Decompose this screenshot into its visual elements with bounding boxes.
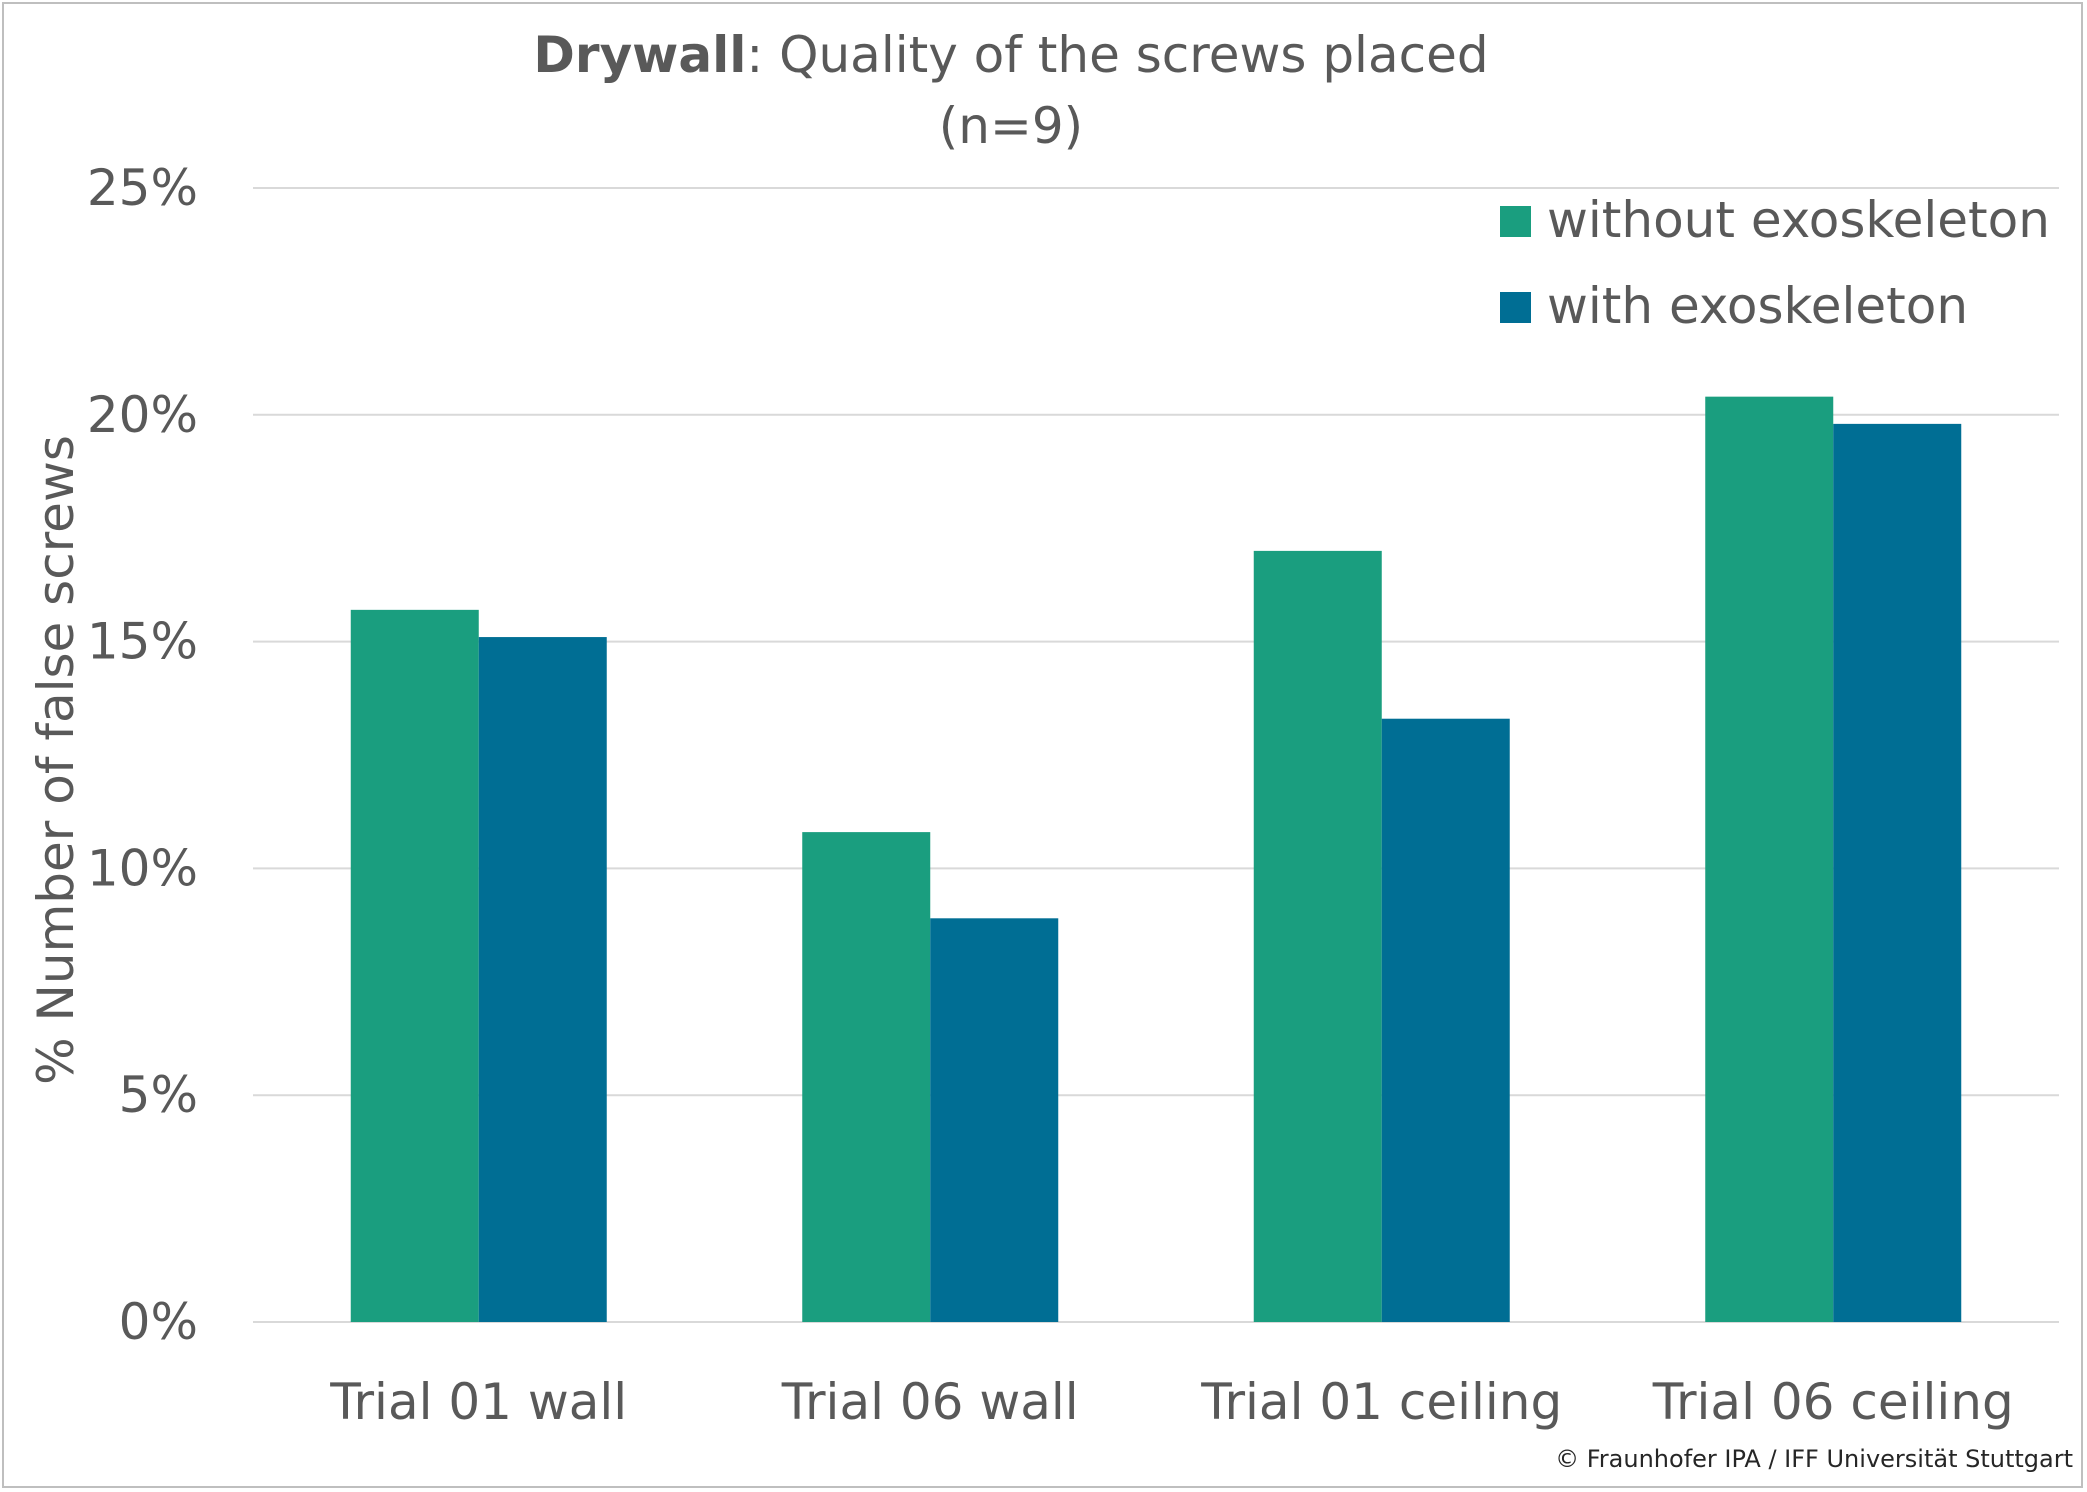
y-axis-label: % Number of false screws bbox=[27, 435, 85, 1085]
bar bbox=[802, 832, 931, 1322]
bar bbox=[350, 609, 479, 1322]
chart-subtitle: (n=9) bbox=[939, 97, 1083, 155]
bars bbox=[350, 396, 1962, 1322]
legend-swatch bbox=[1500, 292, 1531, 323]
chart-title-rest: : Quality of the screws placed bbox=[746, 26, 1488, 84]
y-tick-label: 0% bbox=[119, 1293, 198, 1351]
chart-title-bold: Drywall bbox=[533, 26, 746, 84]
legend-swatch bbox=[1500, 206, 1531, 237]
y-tick-label: 25% bbox=[87, 159, 198, 217]
chart-title: Drywall: Quality of the screws placed bbox=[533, 26, 1488, 84]
copyright-text: © Fraunhofer IPA / IFF Universität Stutt… bbox=[1555, 1445, 2073, 1473]
y-tick-labels: 0% 5% 10% 15% 20% 25% bbox=[87, 159, 198, 1351]
bar bbox=[1381, 718, 1510, 1322]
x-tick-label: Trial 01 ceiling bbox=[1200, 1373, 1562, 1431]
bar bbox=[478, 637, 607, 1322]
x-tick-labels: Trial 01 wall Trial 06 wall Trial 01 ceili… bbox=[329, 1373, 2013, 1431]
legend: without exoskeleton with exoskeleton bbox=[1500, 191, 2050, 335]
x-tick-label: Trial 06 ceiling bbox=[1652, 1373, 2014, 1431]
y-tick-label: 20% bbox=[87, 386, 198, 444]
bar bbox=[1253, 550, 1382, 1322]
legend-label: with exoskeleton bbox=[1547, 277, 1968, 335]
y-tick-label: 10% bbox=[87, 839, 198, 897]
x-tick-label: Trial 01 wall bbox=[329, 1373, 627, 1431]
legend-label: without exoskeleton bbox=[1547, 191, 2050, 249]
y-tick-label: 15% bbox=[87, 613, 198, 671]
bar bbox=[930, 918, 1059, 1322]
y-tick-label: 5% bbox=[119, 1066, 198, 1124]
x-tick-label: Trial 06 wall bbox=[781, 1373, 1079, 1431]
bar bbox=[1833, 423, 1962, 1322]
bar bbox=[1705, 396, 1834, 1322]
